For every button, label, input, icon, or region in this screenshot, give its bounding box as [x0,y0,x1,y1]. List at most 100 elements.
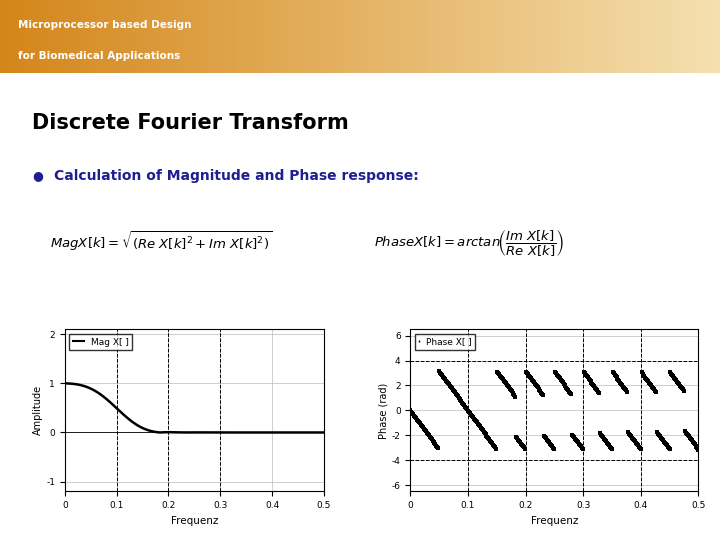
Point [532,383,544,392]
Point [580,370,591,379]
Point [503,383,514,391]
Y-axis label: Amplitude: Amplitude [33,386,43,435]
Point [464,408,475,416]
Point [491,367,503,376]
Point [546,442,558,450]
Point [599,436,611,444]
Point [407,409,418,417]
Point [549,368,561,376]
Point [461,404,472,413]
Point [670,376,682,384]
Point [595,429,606,438]
Point [545,441,557,449]
Point [592,386,603,395]
Point [576,443,588,452]
Point [655,433,667,442]
Point [558,380,570,388]
Point [472,420,484,428]
Point [605,443,616,452]
Point [598,433,609,442]
Point [641,375,652,383]
Point [487,441,499,449]
Point [624,430,636,439]
Point [490,444,502,453]
Point [511,434,523,443]
Point [485,436,496,445]
Point [582,373,593,382]
Point [656,435,667,443]
Point [467,413,479,422]
Point [675,381,686,390]
Point [542,437,554,445]
Point [534,386,545,394]
Point [442,379,454,388]
Point [588,381,599,389]
Point [541,435,553,444]
Text: Microprocessor based Design: Microprocessor based Design [18,21,192,30]
Point [613,377,625,386]
Point [680,428,692,437]
Point [475,423,487,432]
Point [550,369,562,377]
Point [625,432,636,441]
Point [666,369,678,378]
Point [622,428,634,436]
Point [612,374,624,383]
Point [690,443,702,451]
Point [627,435,639,443]
Point [488,442,500,450]
Point [659,438,670,447]
Point [497,375,508,384]
Point [444,381,456,390]
Point [538,391,549,400]
Point [528,378,539,387]
Point [502,382,513,390]
Point [589,382,600,391]
Point [556,377,567,386]
Point [519,444,531,453]
Point [448,387,459,395]
Point [405,406,416,415]
Point [689,440,701,449]
Point [664,445,675,454]
Point [667,371,678,380]
Point [632,441,644,450]
Point [434,368,446,377]
Point [681,429,693,438]
Point [636,369,648,378]
Point [415,421,427,429]
Point [616,380,627,388]
Point [553,373,564,381]
Point [559,382,571,390]
Point [484,435,495,444]
Y-axis label: Phase (rad): Phase (rad) [379,382,389,438]
Point [529,379,541,388]
Text: ●: ● [32,168,43,181]
Point [559,381,570,389]
Point [535,387,546,396]
Point [478,427,490,436]
Point [451,390,462,399]
Point [513,436,525,445]
Point [459,401,470,410]
Point [567,430,578,439]
Point [645,381,657,390]
Point [539,433,551,441]
Point [561,383,572,392]
Point [446,384,458,393]
Point [447,386,459,394]
Point [552,372,564,380]
Point [471,418,482,427]
Point [663,444,675,453]
Point [524,373,536,381]
Point [564,389,576,397]
Point [635,445,647,454]
Point [688,438,699,447]
Point [411,415,423,424]
Point [539,431,550,440]
Point [468,414,480,423]
Point [574,441,585,449]
Point [581,372,593,380]
Point [692,444,703,453]
Point [455,396,467,404]
